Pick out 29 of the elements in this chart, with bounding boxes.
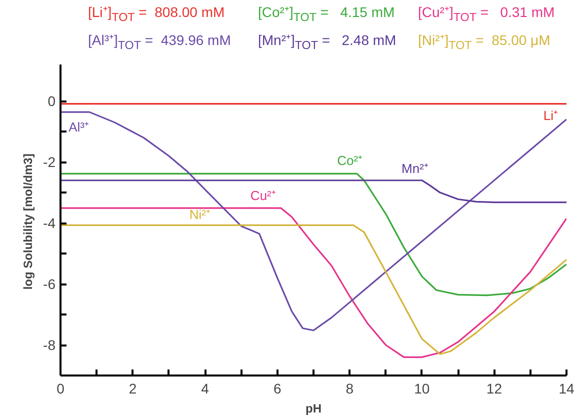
text: [Cu²⁺]$_{TOT}$ = 0.31 mM [418,3,556,26]
x-tick-label: 14 [558,380,574,396]
y-tick-label: 0 [48,93,56,110]
text: [Al³⁺]$_{TOT}$ = 439.96 mM [88,31,232,54]
x-axis-title: pH [306,402,322,416]
line-series [60,111,566,332]
series-label: Al³⁺ [68,119,89,134]
series-label: Co²⁺ [337,153,362,168]
y-tick-label: -6 [43,276,56,292]
y-axis-title: log Solubility [mol/dm3] [21,154,36,290]
text: [Mn²⁺]$_{TOT}$ = 2.48 mM [258,31,398,54]
x-tick-label: 12 [486,380,502,396]
x-tick-label: 6 [273,380,282,396]
y-tick-label: -2 [43,154,56,170]
x-tick-label: 4 [201,380,210,396]
series-label: Mn²⁺ [402,160,428,176]
text: [Ni²⁺]$_{TOT}$ = 85.00 μM [418,31,552,54]
series-label: Cu²⁺ [250,188,276,204]
text: [Co²⁺]$_{TOT}$ = 4.15 mM [258,3,396,26]
text: [Li⁺]$_{TOT}$ = 808.00 mM [88,3,226,26]
x-tick-label: 10 [414,380,430,396]
y-tick-label: -4 [43,215,56,232]
line-series [60,180,566,204]
series-label: Li⁺ [543,108,558,123]
x-tick-label: 2 [128,380,137,396]
series-label: Ni²⁺ [189,207,210,222]
y-tick-label: -8 [43,337,56,354]
line-series [60,172,566,296]
x-tick-label: 8 [346,380,354,396]
